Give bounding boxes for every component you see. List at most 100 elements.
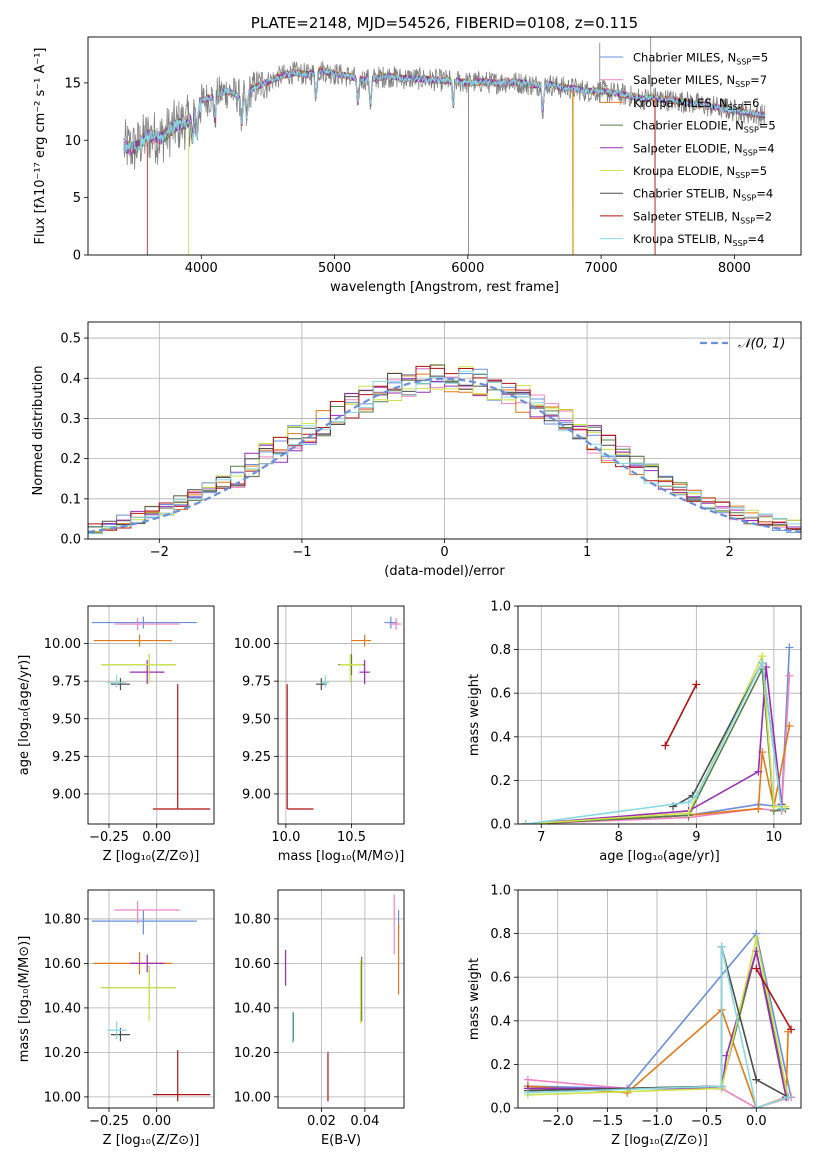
errorbar-point bbox=[110, 678, 130, 691]
y-tick-label: 0.2 bbox=[490, 774, 511, 789]
y-tick-label: 10.40 bbox=[234, 1001, 271, 1016]
legend-label: Chabrier STELIB, NSSP=4 bbox=[633, 187, 773, 203]
weight-marker bbox=[785, 671, 794, 680]
errorbar-point bbox=[101, 965, 176, 1022]
y-axis-label: mass weight bbox=[467, 958, 482, 1040]
y-tick-label: 10.60 bbox=[234, 957, 271, 972]
x-axis-label: age [log₁₀(age/yr)] bbox=[599, 849, 720, 864]
y-tick-label: 9.25 bbox=[242, 750, 271, 765]
weight-marker bbox=[684, 809, 693, 818]
x-tick-label: 8 bbox=[615, 830, 623, 845]
y-tick-label: 10.80 bbox=[44, 912, 81, 927]
errorbar-point bbox=[130, 660, 165, 685]
y-tick-label: 10.00 bbox=[234, 1090, 271, 1105]
x-axis-label: Z [log₁₀(Z/Z⊙)] bbox=[611, 1133, 708, 1148]
x-tick-label: 10 bbox=[766, 830, 783, 845]
y-tick-label: 0.2 bbox=[60, 452, 81, 467]
x-tick-label: 8000 bbox=[718, 261, 751, 276]
mass_vs_Z-plot-area bbox=[91, 901, 211, 1102]
x-tick-label: 0.0 bbox=[746, 1114, 767, 1129]
weight-series-line bbox=[525, 666, 783, 824]
weight-marker bbox=[717, 1082, 726, 1091]
y-tick-label: 0.5 bbox=[60, 332, 81, 347]
x-axis-label: E(B-V) bbox=[321, 1133, 361, 1148]
weight-marker bbox=[521, 820, 530, 824]
spectrum-data-line bbox=[123, 61, 766, 255]
y-tick-label: 9.75 bbox=[242, 675, 271, 690]
weight-marker bbox=[752, 964, 761, 973]
errorbar-point bbox=[114, 618, 180, 631]
mass_weight_vs_age-frame bbox=[517, 605, 802, 825]
spectrum-plot-area bbox=[123, 37, 766, 255]
y-tick-label: 10.20 bbox=[234, 1046, 271, 1061]
errorbar-point bbox=[152, 684, 211, 810]
y-tick-label: 9.25 bbox=[52, 750, 81, 765]
y-tick-label: 0.0 bbox=[490, 818, 511, 833]
weight-series-line bbox=[525, 675, 791, 824]
weight-series-line bbox=[527, 931, 792, 1098]
y-tick-label: 0.1 bbox=[60, 492, 81, 507]
y-tick-label: 9.00 bbox=[52, 787, 81, 802]
age_vs_Z-axes: −0.25 0.00 9.00 9.25 9.50 9.75 10.00 Z [log₁₀(Z… bbox=[17, 606, 214, 864]
weight-series-line bbox=[525, 725, 791, 824]
errorbar-point bbox=[152, 1050, 211, 1102]
age_vs_Z-plot-area bbox=[91, 616, 211, 810]
x-tick-label: −2 bbox=[150, 545, 169, 560]
errorbar-point bbox=[91, 616, 197, 629]
mass_vs_ebv-axes: 0.02 0.04 10.00 10.20 10.40 10.60 10.80 E(B-V) bbox=[234, 890, 404, 1148]
y-axis-label: Flux [fλ10⁻¹⁷ erg cm⁻² s⁻¹ A⁻¹] bbox=[33, 48, 48, 245]
x-tick-label: 4000 bbox=[185, 261, 218, 276]
y-tick-label: 10.40 bbox=[44, 1001, 81, 1016]
x-tick-label: 7000 bbox=[585, 261, 618, 276]
y-tick-label: 0.6 bbox=[490, 971, 511, 986]
weight-marker bbox=[754, 767, 763, 776]
spectrum-frame bbox=[87, 36, 802, 256]
x-axis-label: Z [log₁₀(Z/Z⊙)] bbox=[103, 1133, 200, 1148]
errorbar-point bbox=[107, 1021, 127, 1040]
weight-marker bbox=[769, 802, 778, 811]
weight-series-line bbox=[525, 653, 786, 824]
y-tick-label: 0.4 bbox=[490, 730, 511, 745]
x-tick-label: 7 bbox=[537, 830, 545, 845]
errorbar-point bbox=[286, 684, 314, 810]
x-tick-label: −0.25 bbox=[89, 830, 129, 845]
weight-marker bbox=[752, 1075, 761, 1084]
errorbar-point bbox=[359, 660, 370, 685]
y-tick-label: 9.50 bbox=[242, 712, 271, 727]
legend-label: Chabrier MILES, NSSP=5 bbox=[633, 51, 768, 67]
errorbar-point bbox=[389, 618, 402, 631]
spectrum-legend: Chabrier MILES, NSSP=5 Salpeter MILES, NS… bbox=[600, 51, 776, 248]
y-tick-label: 10.20 bbox=[44, 1046, 81, 1061]
weight-marker bbox=[692, 791, 701, 800]
weight-marker bbox=[785, 643, 794, 652]
x-tick-label: 0.02 bbox=[307, 1114, 336, 1129]
y-tick-label: 9.50 bbox=[52, 712, 81, 727]
y-tick-label: 5 bbox=[73, 191, 81, 206]
x-tick-label: 6000 bbox=[451, 261, 484, 276]
x-axis-label: wavelength [Angstrom, rest frame] bbox=[330, 280, 559, 295]
weight-marker bbox=[752, 933, 761, 942]
residuals-axes: −2 −1 0 1 2 0.0 0.1 0.2 0.3 0.4 0.5 (data-model)/er… bbox=[31, 322, 801, 579]
x-tick-label: −0.25 bbox=[89, 1114, 129, 1129]
mass_vs_ebv-frame bbox=[277, 889, 405, 1109]
weight-marker bbox=[787, 1025, 796, 1034]
errorbar-point bbox=[107, 675, 127, 688]
mass_vs_Z-axes: −0.25 0.00 10.00 10.20 10.40 10.60 10.80 Z [log… bbox=[17, 890, 214, 1148]
errorbar-point bbox=[339, 654, 364, 683]
legend-label: Kroupa ELODIE, NSSP=5 bbox=[633, 164, 767, 180]
legend-label: 𝒩(0, 1) bbox=[738, 337, 785, 352]
legend-label: Chabrier ELODIE, NSSP=5 bbox=[633, 119, 776, 135]
weight-marker bbox=[754, 804, 763, 813]
x-tick-label: 0 bbox=[440, 545, 448, 560]
y-tick-label: 10 bbox=[64, 134, 81, 149]
x-axis-label: (data-model)/error bbox=[384, 564, 505, 579]
mass_vs_ebv-plot-area bbox=[285, 894, 400, 1102]
weight-marker bbox=[692, 680, 701, 689]
y-tick-label: 0.8 bbox=[490, 927, 511, 942]
x-tick-label: −2.0 bbox=[542, 1114, 574, 1129]
y-tick-label: 15 bbox=[64, 76, 81, 91]
chart-title: PLATE=2148, MJD=54526, FIBERID=0108, z=0… bbox=[251, 14, 638, 32]
residuals-plot-area bbox=[88, 364, 801, 537]
x-tick-label: 0.00 bbox=[142, 1114, 171, 1129]
